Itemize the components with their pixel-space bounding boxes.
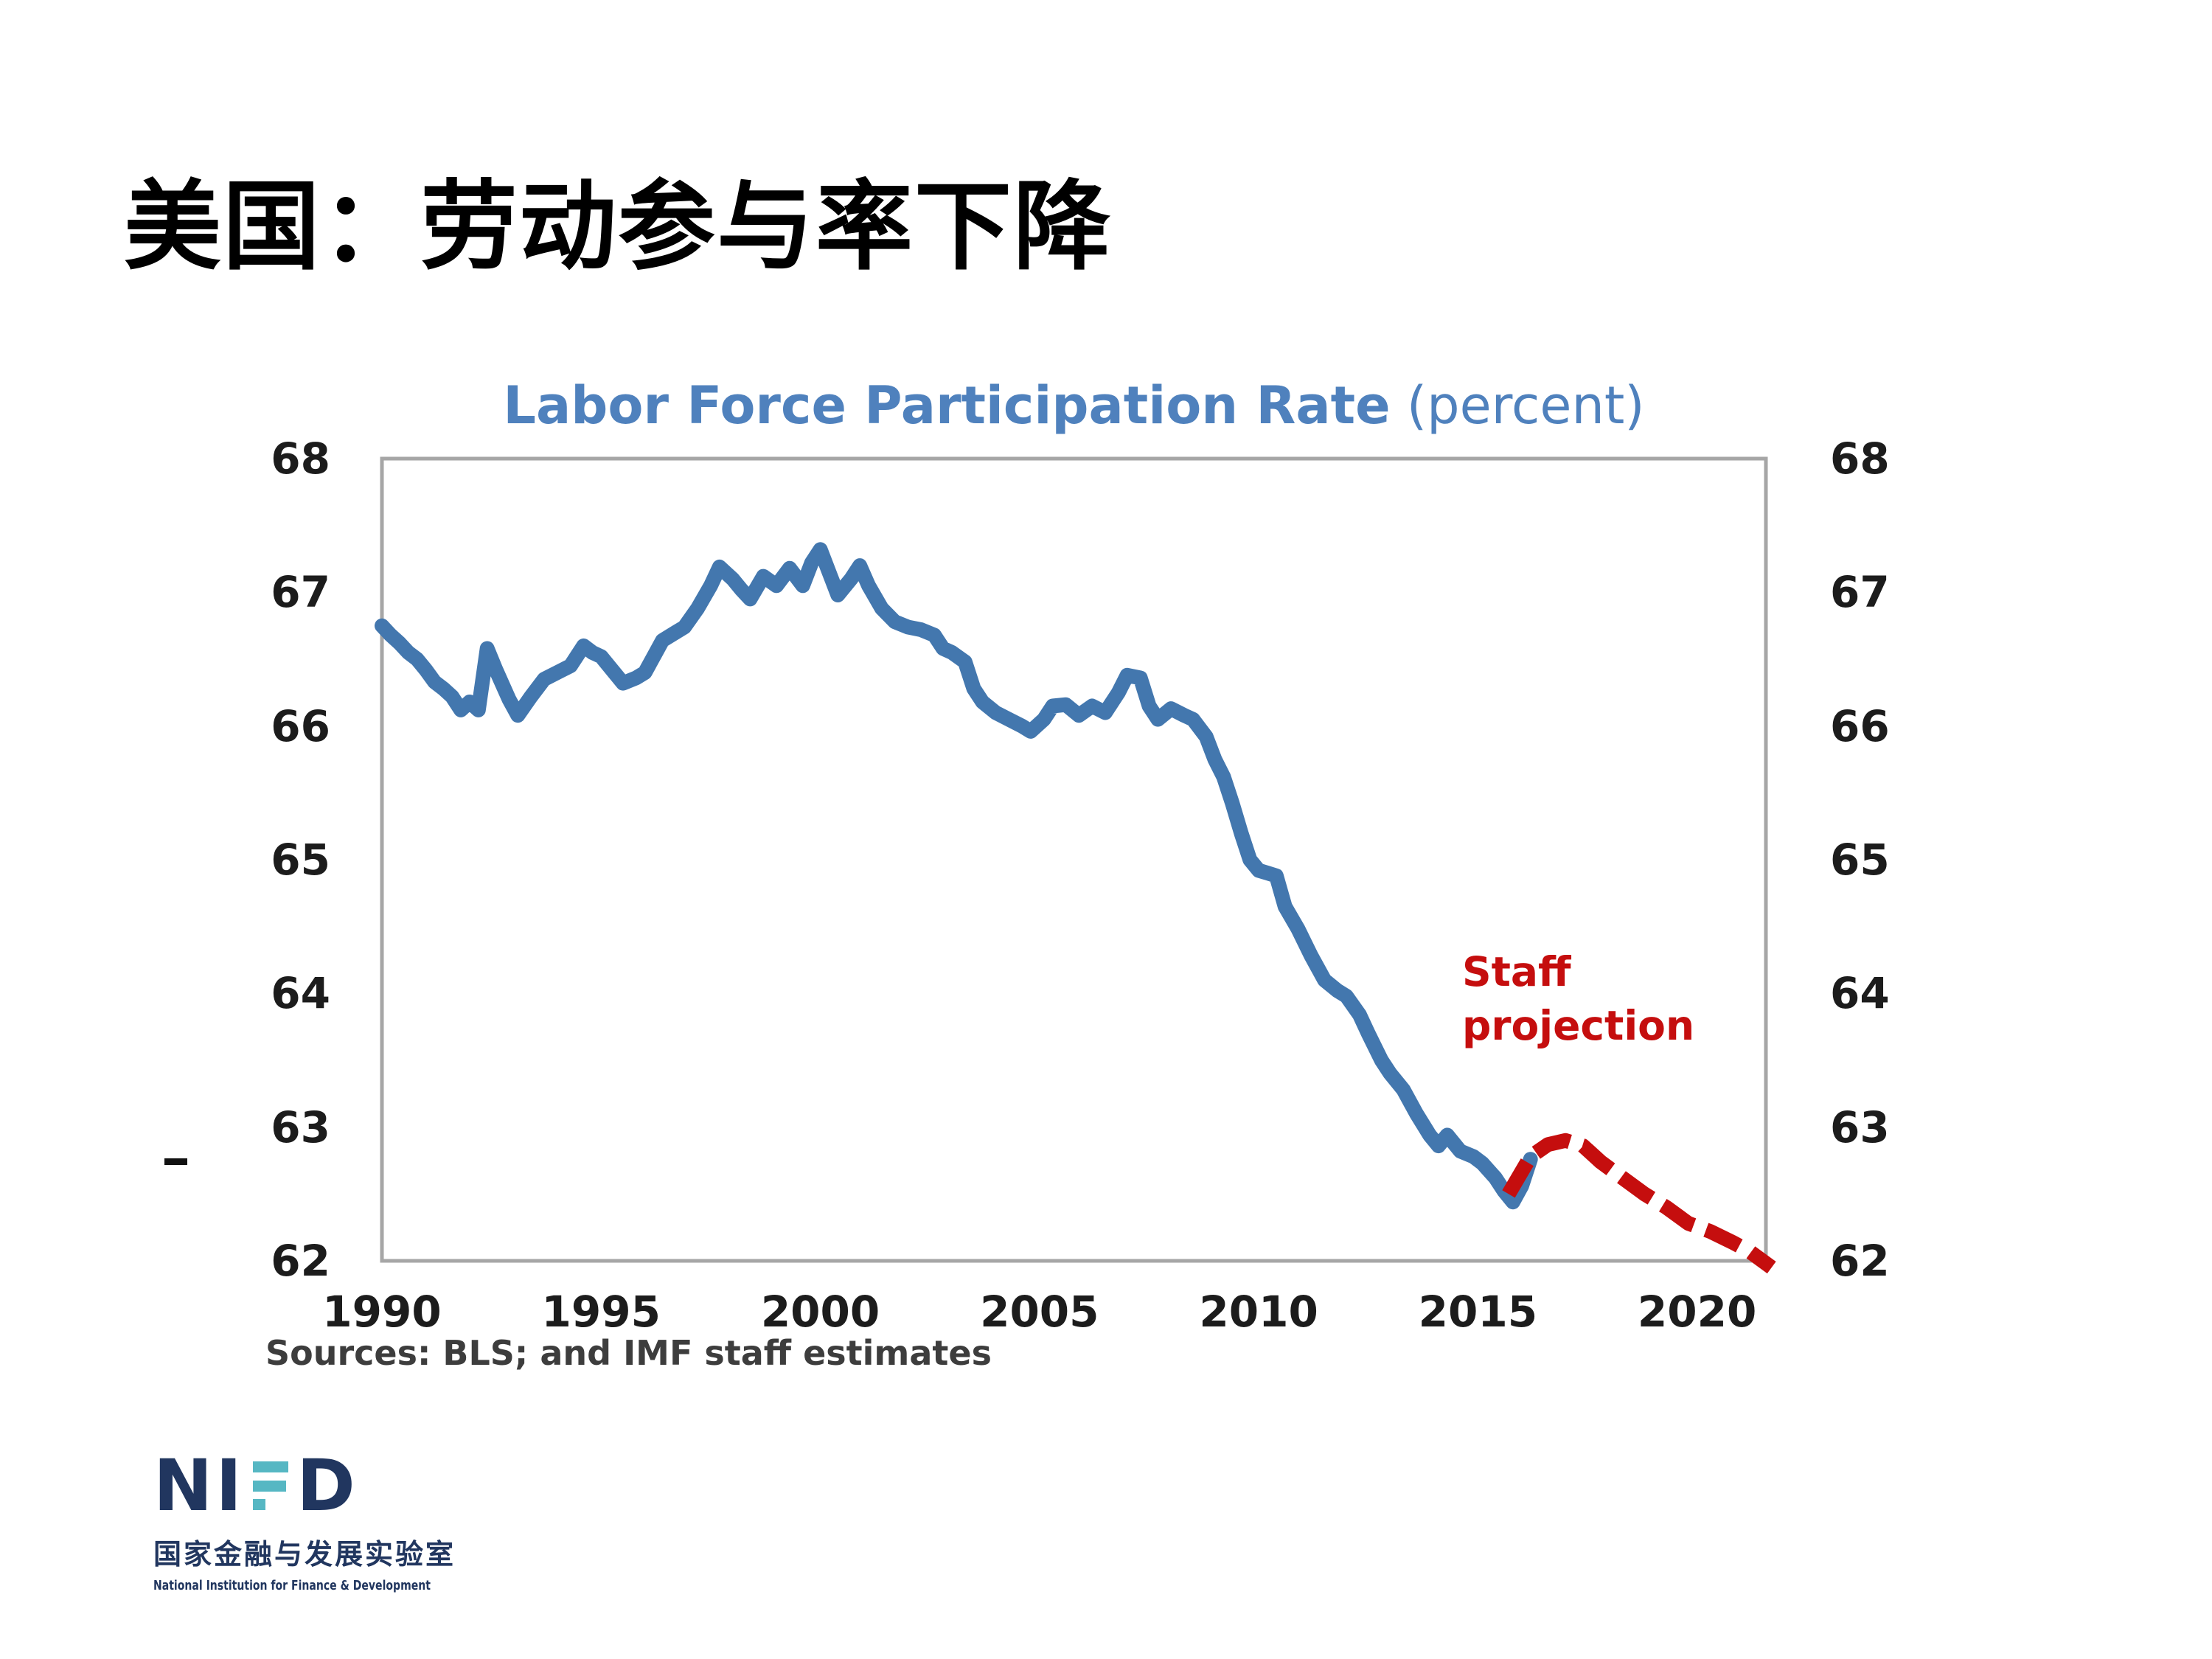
staff-projection-label-line2: projection <box>1462 1001 1695 1049</box>
logo-f-bar-middle <box>253 1480 287 1492</box>
lfpr-line <box>375 542 1538 1210</box>
y-axis-label-right: 63 <box>1830 1102 1890 1152</box>
y-axis-label-right: 62 <box>1830 1236 1890 1286</box>
y-axis-label-left: 68 <box>271 434 330 484</box>
x-axis-label: 1995 <box>541 1287 661 1337</box>
x-axis-label: 1990 <box>322 1287 442 1337</box>
logo-f-bar-bottom <box>253 1499 266 1510</box>
logo-letters-ni: NI <box>153 1444 246 1527</box>
staff-projection-label-line1: Staff <box>1462 948 1571 995</box>
logo-f-bars-icon <box>253 1461 289 1510</box>
nifd-logo-wordmark: NI D <box>153 1444 509 1527</box>
projection-line <box>1502 1133 1776 1274</box>
y-axis-label-left: 65 <box>271 835 330 885</box>
x-axis-label: 2015 <box>1418 1287 1538 1337</box>
x-axis-label: 2020 <box>1637 1287 1757 1337</box>
y-axis-label-right: 67 <box>1830 567 1890 618</box>
nifd-logo: NI D 国家金融与发展实验室 National Institution for… <box>153 1444 509 1593</box>
y-axis-label-right: 64 <box>1830 968 1890 1019</box>
y-axis-label-right: 66 <box>1830 700 1890 751</box>
logo-letter-d: D <box>296 1444 358 1527</box>
x-axis-label: 2000 <box>760 1287 880 1337</box>
y-axis-label-left: 63 <box>271 1102 330 1152</box>
chart-title-unit: (percent) <box>1390 375 1645 436</box>
logo-f-bar-top <box>253 1461 289 1472</box>
source-note: Sources: BLS; and IMF staff estimates <box>265 1333 992 1373</box>
plot-border <box>380 456 1768 1263</box>
y-axis-label-left: 64 <box>271 968 330 1019</box>
y-axis-label-right: 68 <box>1830 434 1890 484</box>
x-axis-label: 2010 <box>1199 1287 1318 1337</box>
y-axis-label-left: 67 <box>271 567 330 618</box>
logo-chinese-name: 国家金融与发展实验室 <box>153 1538 456 1571</box>
logo-english-name: National Institution for Finance & Devel… <box>153 1578 431 1593</box>
bullet-dash <box>164 1158 187 1165</box>
y-axis-label-left: 62 <box>271 1236 330 1286</box>
y-axis-label-right: 65 <box>1830 835 1890 885</box>
chart-title: Labor Force Participation Rate (percent) <box>382 378 1766 434</box>
x-axis-label: 2005 <box>980 1287 1099 1337</box>
y-axis-label-left: 66 <box>271 700 330 751</box>
slide-title: 美国：劳动参与率下降 <box>124 170 1112 284</box>
staff-projection-label: Staff projection <box>1462 945 1694 1052</box>
chart-title-main: Labor Force Participation Rate <box>503 375 1391 436</box>
